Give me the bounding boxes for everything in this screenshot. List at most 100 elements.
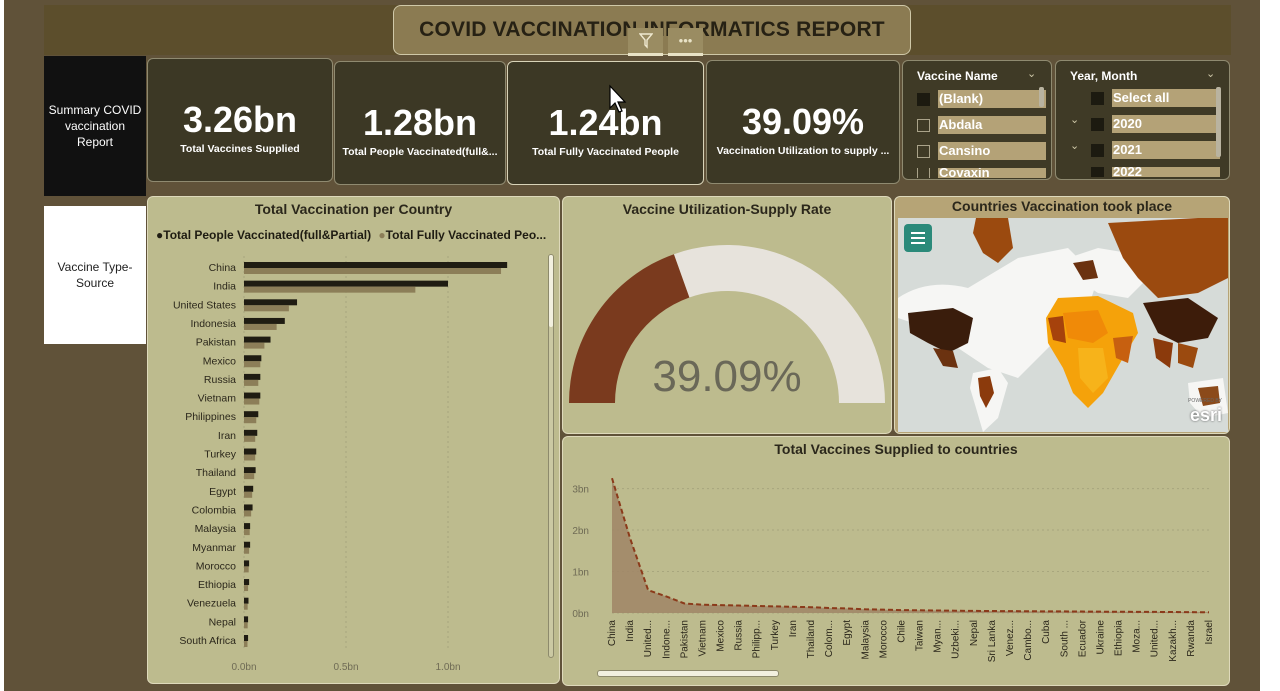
bar-people-vaccinated[interactable]	[244, 485, 254, 492]
checkbox[interactable]	[917, 92, 930, 106]
bar-chart-scrollbar[interactable]	[548, 254, 554, 658]
kpi-card-people-vaccinated[interactable]: 1.28bn Total People Vaccinated(full&...	[334, 61, 506, 185]
y-tick-label: 2bn	[572, 526, 589, 537]
bar-people-vaccinated[interactable]	[244, 597, 249, 604]
x-tick-label: Egypt	[842, 620, 853, 646]
bar-people-vaccinated[interactable]	[244, 504, 253, 511]
bar-people-vaccinated[interactable]	[244, 392, 261, 399]
bar-fully-vaccinated[interactable]	[244, 435, 256, 442]
bar-fully-vaccinated[interactable]	[244, 379, 259, 386]
scrollbar-thumb[interactable]	[549, 255, 553, 327]
bar-people-vaccinated[interactable]	[244, 635, 249, 641]
bar-people-vaccinated[interactable]	[244, 411, 259, 418]
more-options-icon[interactable]: •••	[668, 28, 703, 56]
bar-fully-vaccinated[interactable]	[244, 342, 265, 349]
y-tick-label: 1bn	[572, 568, 589, 579]
kpi-card-utilization[interactable]: 39.09% Vaccination Utilization to supply…	[706, 60, 900, 184]
vaccine-name-slicer[interactable]: Vaccine Name ⌄ (Blank) Abdala Cansino Co…	[902, 60, 1052, 180]
checkbox[interactable]	[917, 168, 930, 178]
bar-fully-vaccinated[interactable]	[244, 286, 416, 293]
x-tick-label: Ecuador	[1077, 619, 1088, 657]
x-tick-label: 0.0bn	[231, 662, 256, 673]
slicer-option[interactable]: 2020	[1091, 115, 1220, 133]
x-tick-label: Nepal	[969, 620, 980, 646]
bar-fully-vaccinated[interactable]	[244, 491, 253, 498]
slicer-option-label: Select all	[1112, 89, 1220, 107]
bar-fully-vaccinated[interactable]	[244, 305, 289, 312]
bar-fully-vaccinated[interactable]	[244, 417, 257, 424]
y-tick-label: China	[209, 262, 237, 274]
slicer-option[interactable]: 2022	[1091, 167, 1220, 177]
expand-chevron-icon[interactable]: ⌄	[1070, 114, 1080, 126]
slicer-option[interactable]: (Blank)	[917, 90, 1046, 108]
gauge-track	[673, 244, 885, 403]
slicer-option[interactable]: Cansino	[917, 142, 1046, 160]
checkbox[interactable]	[1091, 143, 1104, 157]
bar-people-vaccinated[interactable]	[244, 317, 285, 324]
bar-people-vaccinated[interactable]	[244, 560, 250, 567]
bar-people-vaccinated[interactable]	[244, 280, 448, 287]
checkbox[interactable]	[1091, 167, 1104, 177]
bar-fully-vaccinated[interactable]	[244, 566, 249, 573]
x-tick-label: Kazakh...	[1168, 620, 1179, 662]
bar-people-vaccinated[interactable]	[244, 373, 261, 380]
bar-fully-vaccinated[interactable]	[244, 622, 248, 629]
bar-fully-vaccinated[interactable]	[244, 547, 250, 554]
bar-fully-vaccinated[interactable]	[244, 641, 248, 647]
slicer-scrollbar[interactable]	[1039, 87, 1044, 107]
area-line[interactable]	[611, 477, 1210, 614]
slicer-option[interactable]: Select all	[1091, 89, 1220, 107]
bar-people-vaccinated[interactable]	[244, 541, 251, 548]
menu-icon[interactable]	[904, 224, 932, 252]
bar-fully-vaccinated[interactable]	[244, 323, 277, 330]
x-tick-label: Israel	[1204, 620, 1215, 644]
bar-people-vaccinated[interactable]	[244, 336, 271, 343]
nav-vaccine-type-label: Vaccine Type-Source	[57, 260, 133, 290]
slicer-option[interactable]: Abdala	[917, 116, 1046, 134]
bar-fully-vaccinated[interactable]	[244, 454, 256, 461]
bar-fully-vaccinated[interactable]	[244, 473, 255, 480]
expand-chevron-icon[interactable]: ⌄	[1070, 140, 1080, 152]
year-month-slicer[interactable]: Year, Month ⌄ Select all ⌄ 2020 ⌄ 2021 2…	[1055, 60, 1230, 180]
area-chart-scrollbar[interactable]	[597, 670, 779, 677]
bar-people-vaccinated[interactable]	[244, 616, 249, 623]
filter-icon[interactable]	[628, 28, 663, 56]
world-map[interactable]: POWERED BY esri	[898, 218, 1228, 432]
nav-vaccine-type-button[interactable]: Vaccine Type-Source	[44, 206, 146, 344]
slicer-option[interactable]: 2021	[1091, 141, 1220, 159]
kpi-card-total-vaccines[interactable]: 3.26bn Total Vaccines Supplied	[147, 58, 333, 182]
bar-fully-vaccinated[interactable]	[244, 585, 249, 592]
bar-fully-vaccinated[interactable]	[244, 603, 248, 610]
chevron-down-icon[interactable]: ⌄	[1206, 68, 1216, 80]
bar-fully-vaccinated[interactable]	[244, 361, 261, 368]
slicer-option-label: 2021	[1112, 141, 1220, 159]
bar-fully-vaccinated[interactable]	[244, 529, 250, 536]
checkbox[interactable]	[1091, 117, 1104, 131]
bar-fully-vaccinated[interactable]	[244, 268, 502, 274]
y-tick-label: 3bn	[572, 485, 589, 496]
bar-people-vaccinated[interactable]	[244, 467, 256, 474]
bar-people-vaccinated[interactable]	[244, 523, 251, 530]
esri-label: esri	[1189, 405, 1222, 425]
nav-summary-button[interactable]: Summary COVID vaccination Report	[44, 56, 146, 196]
chevron-down-icon[interactable]: ⌄	[1027, 68, 1037, 80]
kpi-card-fully-vaccinated[interactable]: 1.24bn Total Fully Vaccinated People	[507, 61, 704, 185]
bar-people-vaccinated[interactable]	[244, 429, 258, 436]
bar-people-vaccinated[interactable]	[244, 355, 262, 362]
bar-fully-vaccinated[interactable]	[244, 398, 260, 405]
bar-people-vaccinated[interactable]	[244, 579, 250, 586]
bar-fully-vaccinated[interactable]	[244, 510, 252, 517]
bar-people-vaccinated[interactable]	[244, 299, 298, 306]
checkbox[interactable]	[917, 118, 930, 132]
checkbox[interactable]	[1091, 91, 1104, 105]
gauge-fill[interactable]	[569, 254, 690, 403]
checkbox[interactable]	[917, 144, 930, 158]
slicer-scrollbar[interactable]	[1216, 87, 1221, 157]
kpi-label: Vaccination Utilization to supply ...	[716, 145, 890, 157]
bar-people-vaccinated[interactable]	[244, 262, 508, 268]
legend-label: Total People Vaccinated(full&Partial)	[163, 228, 372, 242]
y-tick-label: Turkey	[204, 449, 236, 461]
bar-people-vaccinated[interactable]	[244, 448, 257, 455]
slicer-option[interactable]: Covaxin	[917, 168, 1046, 178]
map-title: Countries Vaccination took place	[951, 198, 1173, 214]
